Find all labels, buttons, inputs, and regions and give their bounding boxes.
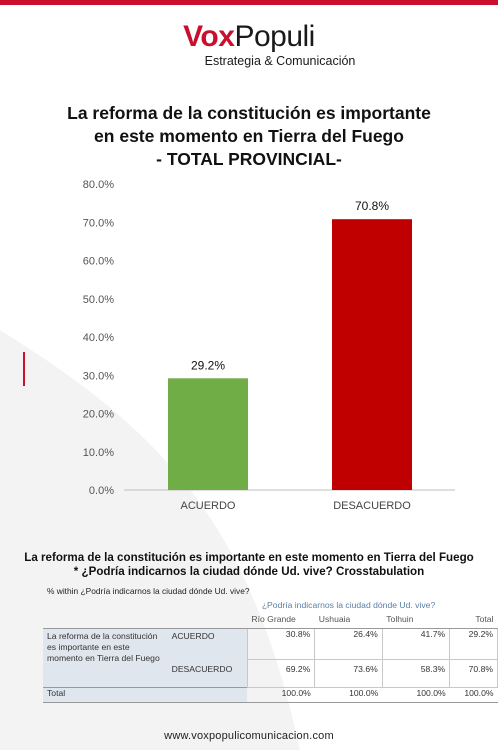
x-tick-label: DESACUERDO [333, 500, 411, 512]
bar-chart: 0.0% 10.0% 20.0% 30.0% 40.0% 50.0% 60.0% 70.0% 8… [83, 179, 455, 512]
side-accent-mark [23, 352, 25, 386]
table-cell: 58.3% [381, 659, 451, 688]
table-cell: 100.0% [449, 687, 498, 703]
table-cell: 41.7% [381, 628, 451, 660]
data-label: 29.2% [191, 358, 225, 372]
total-row-label: Total [43, 687, 248, 703]
table-cell: 100.0% [382, 687, 450, 703]
y-tick-label: 40.0% [83, 332, 114, 344]
y-tick-label: 80.0% [83, 179, 114, 191]
y-tick-label: 20.0% [83, 409, 114, 421]
logo-populi: Populi [234, 20, 315, 53]
col-header: Total [449, 614, 498, 629]
brand-logo: VoxPopuli Estrategia & Comunicación [0, 20, 498, 68]
top-accent-bar [0, 0, 498, 5]
y-tick-label: 30.0% [83, 370, 114, 382]
group-header: ¿Podría indicarnos la ciudad dónde Ud. v… [261, 600, 436, 610]
bar-acuerdo [168, 378, 248, 490]
row-variable-label: La reforma de la constitución es importa… [43, 628, 168, 688]
x-tick-label: ACUERDO [180, 500, 235, 512]
crosstab-note: % within ¿Podría indicarnos la ciudad dó… [47, 586, 250, 596]
col-header: Tolhuin [382, 614, 450, 629]
footer-url: www.voxpopulicomunicacion.com [164, 730, 334, 742]
table-cell: 73.6% [314, 659, 383, 688]
crosstab-title: La reforma de la constitución es importa… [0, 551, 498, 579]
chart-title: La reforma de la constitución es importa… [0, 102, 498, 171]
y-tick-label: 50.0% [83, 294, 114, 306]
table-cell: 29.2% [449, 628, 498, 660]
row-label-acuerdo: ACUERDO [167, 628, 248, 660]
table-cell: 69.2% [246, 659, 316, 688]
table-cell: 100.0% [314, 687, 383, 703]
y-tick-label: 60.0% [83, 256, 114, 268]
logo-vox: Vox [183, 20, 235, 53]
y-tick-label: 70.0% [83, 217, 114, 229]
y-tick-label: 0.0% [89, 485, 114, 497]
bar-desacuerdo [332, 219, 412, 490]
col-header: Río Grande [247, 614, 315, 629]
row-label-desacuerdo: DESACUERDO [167, 659, 248, 688]
logo-tagline: Estrategia & Comunicación [204, 54, 356, 68]
col-header: Ushuaia [314, 614, 383, 629]
table-cell: 30.8% [246, 628, 316, 660]
data-label: 70.8% [355, 199, 389, 213]
crosstab-title-line-2: * ¿Podría indicarnos la ciudad dónde Ud.… [73, 565, 425, 578]
table-cell: 100.0% [247, 687, 315, 703]
crosstab-table: ¿Podría indicarnos la ciudad dónde Ud. v… [43, 600, 498, 703]
table-cell: 26.4% [314, 628, 383, 660]
chart-title-line-2: en este momento en Tierra del Fuego [94, 126, 404, 146]
chart-title-line-1: La reforma de la constitución es importa… [67, 103, 431, 123]
chart-title-line-3: - TOTAL PROVINCIAL- [156, 149, 342, 169]
table-cell: 70.8% [449, 659, 498, 688]
y-tick-label: 10.0% [83, 447, 114, 459]
crosstab-title-line-1: La reforma de la constitución es importa… [24, 551, 474, 564]
logo-wordmark: VoxPopuli [0, 20, 498, 54]
